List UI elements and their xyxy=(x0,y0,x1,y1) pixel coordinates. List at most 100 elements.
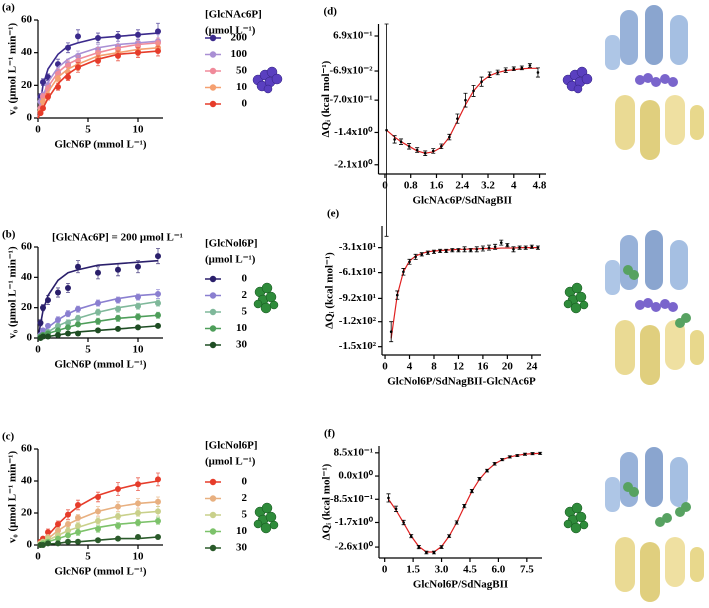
data-point xyxy=(399,140,403,143)
legend-marker xyxy=(209,34,217,42)
data-point xyxy=(440,545,443,549)
data-point xyxy=(447,534,451,538)
data-point xyxy=(469,248,472,252)
panel: 8.5x10⁻¹ 0.0x10⁰ -8.5x10⁻¹ -1.7x10⁰ -2.6x10⁰… xyxy=(321,428,543,591)
legend-label: 0 xyxy=(242,98,248,110)
y-tick-label: -1.2x10² xyxy=(339,315,377,327)
y-tick-label: 0 xyxy=(27,332,33,344)
legend-title: [GlcNAc6P] xyxy=(205,9,262,21)
x-tick-label: 4.8 xyxy=(533,180,547,192)
data-point xyxy=(55,535,61,542)
data-point xyxy=(40,333,46,340)
legend-title: (μmol L⁻¹) xyxy=(205,254,256,266)
x-tick-label: 5 xyxy=(85,551,91,563)
data-point xyxy=(37,110,44,117)
data-point xyxy=(75,315,81,322)
y-axis-title: v₀ (μmol L⁻¹ min⁻¹) xyxy=(7,23,19,116)
data-point xyxy=(95,494,101,500)
data-point xyxy=(155,534,161,540)
y-tick-label: -6.1x10¹ xyxy=(339,266,376,278)
legend-title: (μmol L⁻¹) xyxy=(205,456,256,468)
x-tick-label: 10 xyxy=(133,124,145,136)
data-point xyxy=(155,291,161,298)
data-point xyxy=(402,270,405,274)
data-point xyxy=(65,284,71,291)
legend-title: [GlcNol6P] xyxy=(205,238,258,250)
data-point xyxy=(389,330,393,333)
y-tick-label: 0 xyxy=(27,539,33,551)
x-axis-title: GlcNol6P/SdNagBII-GlcNAc6P xyxy=(387,376,536,388)
legend-label: 0 xyxy=(242,476,248,488)
x-tick-label: 12 xyxy=(453,361,465,373)
data-point xyxy=(496,71,499,74)
legend-marker xyxy=(209,292,217,299)
x-axis-title: GlcN6P (mmol L⁻¹) xyxy=(54,359,147,371)
data-point xyxy=(65,319,71,326)
data-point xyxy=(538,452,542,455)
y-tick-label: 60 xyxy=(21,14,33,26)
y-tick-label: -8.5x10⁻¹ xyxy=(330,493,373,505)
data-point xyxy=(431,149,435,153)
x-tick-label: 16 xyxy=(477,361,489,373)
x-tick-label: 0 xyxy=(35,551,41,563)
data-point xyxy=(512,248,515,251)
data-point xyxy=(95,269,101,276)
data-point xyxy=(395,293,399,297)
data-point xyxy=(155,300,161,307)
data-point xyxy=(155,48,161,55)
data-point xyxy=(65,44,71,51)
data-point xyxy=(115,535,121,542)
x-tick-label: 0.8 xyxy=(404,180,418,192)
data-point xyxy=(402,521,405,524)
data-point xyxy=(456,117,459,120)
data-point xyxy=(499,241,503,244)
data-point xyxy=(530,245,534,249)
y-tick-label: -2.1x10⁰ xyxy=(334,158,373,170)
x-tick-label: 6.0 xyxy=(492,564,506,576)
data-point xyxy=(95,34,101,41)
data-point xyxy=(438,249,442,253)
data-point xyxy=(55,527,61,534)
data-point xyxy=(425,551,428,554)
data-point xyxy=(444,249,448,253)
data-point xyxy=(115,513,121,520)
data-point xyxy=(135,500,141,507)
data-point xyxy=(516,454,519,457)
data-point xyxy=(420,252,424,256)
data-point xyxy=(75,522,81,529)
data-point xyxy=(155,28,161,35)
data-point xyxy=(432,250,436,254)
data-point xyxy=(40,327,46,334)
data-point xyxy=(75,502,81,508)
x-axis-title: GlcNol6P/SdNagBII xyxy=(413,579,508,591)
data-point xyxy=(504,68,508,72)
x-tick-label: 24 xyxy=(526,361,538,373)
data-point xyxy=(523,452,527,456)
data-point xyxy=(493,462,496,466)
data-point xyxy=(135,534,141,540)
x-tick-label: 5 xyxy=(85,124,91,136)
y-tick-label: -1.5x10² xyxy=(339,340,377,352)
data-point xyxy=(40,105,46,112)
data-point xyxy=(65,527,71,534)
data-point xyxy=(55,75,61,82)
legend-title: [GlcNol6P] xyxy=(205,440,258,452)
x-tick-label: 1.5 xyxy=(406,564,420,576)
data-point xyxy=(393,138,396,141)
fit-curve xyxy=(37,50,159,119)
data-point xyxy=(55,316,61,323)
data-point xyxy=(455,521,459,524)
data-point xyxy=(394,507,398,511)
data-point xyxy=(481,247,485,250)
x-tick-label: 4.5 xyxy=(463,564,477,576)
data-point xyxy=(531,452,534,455)
y-axis-title: ΔQᵢ (kcal mol⁻¹) xyxy=(324,252,336,329)
legend-marker xyxy=(209,67,217,75)
data-point xyxy=(115,503,121,510)
data-point xyxy=(417,545,421,549)
data-point xyxy=(407,145,411,148)
legend-label: 30 xyxy=(236,339,248,351)
legend-label: 30 xyxy=(236,542,248,554)
data-point xyxy=(55,322,61,329)
data-point xyxy=(506,243,509,247)
